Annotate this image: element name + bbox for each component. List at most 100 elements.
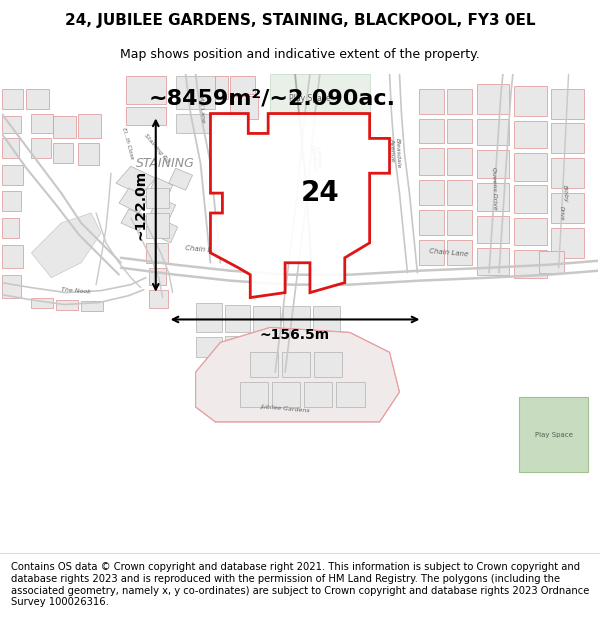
- Polygon shape: [81, 301, 103, 311]
- Polygon shape: [551, 193, 584, 223]
- Polygon shape: [56, 299, 78, 309]
- Polygon shape: [2, 138, 19, 158]
- Polygon shape: [282, 352, 310, 377]
- Polygon shape: [196, 338, 223, 357]
- Polygon shape: [154, 219, 178, 243]
- Polygon shape: [447, 210, 472, 235]
- Polygon shape: [196, 302, 223, 332]
- Polygon shape: [116, 166, 156, 195]
- Polygon shape: [253, 339, 280, 360]
- Polygon shape: [551, 158, 584, 188]
- Text: Bleasdale
Avenue: Bleasdale Avenue: [389, 138, 401, 169]
- Polygon shape: [176, 76, 215, 109]
- Polygon shape: [146, 188, 169, 208]
- Text: 24, JUBILEE GARDENS, STAINING, BLACKPOOL, FY3 0EL: 24, JUBILEE GARDENS, STAINING, BLACKPOOL…: [65, 13, 535, 28]
- Polygon shape: [2, 245, 23, 268]
- Text: The Nook: The Nook: [61, 287, 91, 294]
- Polygon shape: [336, 382, 365, 407]
- Polygon shape: [477, 84, 509, 114]
- Polygon shape: [447, 89, 472, 114]
- Polygon shape: [31, 298, 53, 308]
- Polygon shape: [230, 96, 258, 119]
- Polygon shape: [551, 89, 584, 119]
- Polygon shape: [270, 74, 370, 124]
- Polygon shape: [2, 89, 23, 109]
- Text: Mill Lane: Mill Lane: [197, 94, 205, 122]
- Text: El...th Close: El...th Close: [121, 127, 134, 160]
- Text: Play Space: Play Space: [535, 432, 572, 438]
- Text: ~8459m²/~2.090ac.: ~8459m²/~2.090ac.: [149, 89, 396, 109]
- Polygon shape: [215, 76, 229, 99]
- Polygon shape: [514, 185, 547, 213]
- Polygon shape: [250, 352, 278, 377]
- Text: Jubilee Gardens: Jubilee Gardens: [260, 404, 310, 414]
- Polygon shape: [26, 89, 49, 109]
- Polygon shape: [126, 107, 166, 126]
- Polygon shape: [31, 138, 52, 158]
- Text: STAINING: STAINING: [136, 157, 194, 170]
- Polygon shape: [31, 114, 53, 133]
- Polygon shape: [514, 86, 547, 116]
- Polygon shape: [2, 191, 22, 211]
- Polygon shape: [313, 306, 340, 334]
- Text: ~156.5m: ~156.5m: [260, 328, 330, 342]
- Polygon shape: [151, 197, 176, 220]
- Polygon shape: [272, 382, 300, 407]
- Text: Staining Rd: Staining Rd: [143, 133, 170, 164]
- Polygon shape: [539, 251, 563, 272]
- Polygon shape: [78, 143, 99, 165]
- Polygon shape: [304, 382, 332, 407]
- Polygon shape: [419, 180, 444, 205]
- Polygon shape: [149, 268, 166, 284]
- Polygon shape: [447, 240, 472, 265]
- Polygon shape: [53, 116, 76, 138]
- Polygon shape: [31, 213, 101, 278]
- Polygon shape: [226, 336, 250, 358]
- Polygon shape: [447, 148, 472, 175]
- Polygon shape: [551, 124, 584, 153]
- Polygon shape: [477, 183, 509, 211]
- Polygon shape: [514, 121, 547, 148]
- Text: Map shows position and indicative extent of the property.: Map shows position and indicative extent…: [120, 48, 480, 61]
- Polygon shape: [149, 289, 167, 308]
- Polygon shape: [2, 275, 22, 298]
- Polygon shape: [119, 188, 149, 213]
- Text: Drive: Drive: [559, 206, 564, 221]
- Text: Bibby: Bibby: [562, 184, 568, 202]
- Polygon shape: [419, 240, 444, 265]
- Text: ~122.0m: ~122.0m: [134, 170, 148, 240]
- Polygon shape: [477, 151, 509, 178]
- Polygon shape: [283, 339, 310, 360]
- Polygon shape: [2, 116, 22, 133]
- Text: Play Space: Play Space: [289, 94, 331, 103]
- Polygon shape: [419, 210, 444, 235]
- Polygon shape: [419, 148, 444, 175]
- Polygon shape: [230, 76, 255, 94]
- Polygon shape: [314, 352, 342, 377]
- Polygon shape: [514, 218, 547, 245]
- Polygon shape: [477, 248, 509, 275]
- Polygon shape: [241, 382, 268, 407]
- Polygon shape: [419, 119, 444, 143]
- Polygon shape: [2, 218, 19, 238]
- Polygon shape: [146, 213, 169, 238]
- Polygon shape: [226, 304, 250, 332]
- Polygon shape: [253, 306, 280, 334]
- Polygon shape: [447, 180, 472, 205]
- Polygon shape: [313, 339, 340, 360]
- Polygon shape: [514, 250, 547, 278]
- Text: Queens Drive: Queens Drive: [492, 167, 499, 209]
- Polygon shape: [78, 114, 101, 138]
- Polygon shape: [283, 306, 310, 334]
- Polygon shape: [477, 119, 509, 146]
- Polygon shape: [514, 153, 547, 181]
- Text: Contains OS data © Crown copyright and database right 2021. This information is : Contains OS data © Crown copyright and d…: [11, 562, 589, 607]
- Polygon shape: [169, 168, 193, 190]
- Text: Jubilee
Gardens: Jubilee Gardens: [310, 144, 323, 172]
- Polygon shape: [477, 216, 509, 243]
- Polygon shape: [149, 177, 173, 201]
- Polygon shape: [551, 228, 584, 258]
- Polygon shape: [121, 209, 148, 231]
- Polygon shape: [419, 89, 444, 114]
- Polygon shape: [126, 76, 166, 104]
